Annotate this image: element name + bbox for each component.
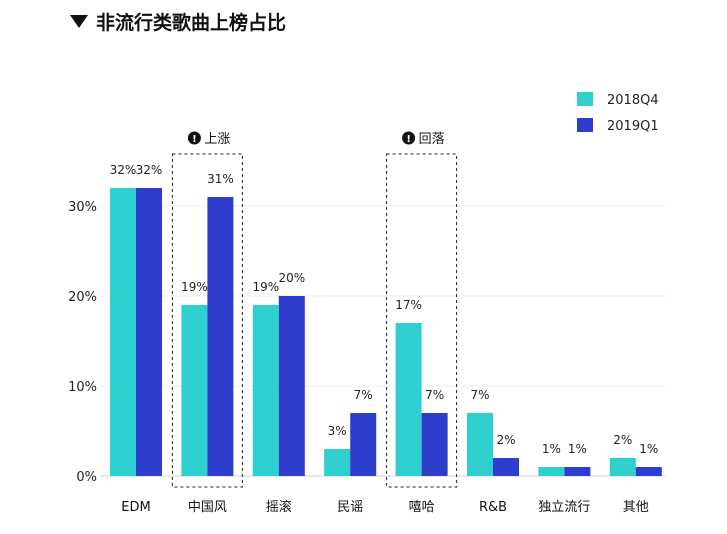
x-tick-label: 独立流行 xyxy=(538,500,590,515)
annotation-box xyxy=(171,153,243,488)
bar-2019Q1-EDM xyxy=(136,188,162,476)
legend-label: 2019Q1 xyxy=(607,119,659,134)
y-tick-label: 0% xyxy=(76,470,97,485)
data-label: 1% xyxy=(568,442,587,456)
data-label: 19% xyxy=(252,280,279,294)
data-label: 1% xyxy=(639,442,658,456)
x-tick-label: 嘻哈 xyxy=(409,500,435,515)
alert-icon xyxy=(402,131,416,145)
data-label: 2% xyxy=(613,433,632,447)
data-label: 3% xyxy=(328,424,347,438)
data-label: 7% xyxy=(425,388,444,402)
bar-2018Q4-民谣 xyxy=(324,449,351,476)
alert-icon-glyph: ! xyxy=(406,134,411,145)
chart-title: 非流行类歌曲上榜占比 xyxy=(96,12,287,34)
data-label: 20% xyxy=(278,271,305,285)
annotation-label: 上涨 xyxy=(204,132,230,147)
x-tick-label: 摇滚 xyxy=(266,499,292,515)
bar-2019Q1-摇滚 xyxy=(278,296,305,476)
data-label: 19% xyxy=(181,280,208,294)
data-label: 2% xyxy=(496,433,515,447)
bar-2019Q1-嘻哈 xyxy=(421,413,448,476)
data-label: 31% xyxy=(207,172,234,186)
bar-2018Q4-R&B xyxy=(467,413,493,476)
title-block: 非流行类歌曲上榜占比 xyxy=(70,8,286,35)
bar-2019Q1-民谣 xyxy=(350,413,377,476)
bar-2018Q4-中国风 xyxy=(181,305,208,476)
annotation-box xyxy=(386,153,458,488)
triangle-down-icon xyxy=(70,14,88,28)
alert-icon xyxy=(187,131,201,145)
data-label: 7% xyxy=(354,388,373,402)
x-tick-label: EDM xyxy=(121,500,150,515)
bar-2019Q1-中国风 xyxy=(207,197,234,476)
x-tick-label: R&B xyxy=(479,500,507,515)
data-label: 17% xyxy=(395,298,422,312)
bar-2019Q1-其他 xyxy=(635,467,662,476)
bar-2018Q4-其他 xyxy=(609,458,636,476)
bar-2018Q4-EDM xyxy=(110,188,136,476)
x-tick-label: 其他 xyxy=(623,500,649,515)
legend-label: 2018Q4 xyxy=(607,93,659,108)
y-tick-label: 30% xyxy=(68,200,97,215)
annotation-label: 回落 xyxy=(419,132,445,147)
y-tick-label: 10% xyxy=(68,380,97,395)
data-label: 32% xyxy=(110,163,137,177)
y-tick-label: 20% xyxy=(68,290,97,305)
data-label: 1% xyxy=(542,442,561,456)
bar-2018Q4-嘻哈 xyxy=(395,323,422,476)
bar-2018Q4-摇滚 xyxy=(252,305,279,476)
bar-2019Q1-独立流行 xyxy=(564,467,591,476)
x-tick-label: 中国风 xyxy=(188,500,227,515)
legend-swatch-2018Q4 xyxy=(577,92,593,106)
legend-swatch-2019Q1 xyxy=(577,118,593,132)
data-label: 32% xyxy=(136,163,163,177)
bar-2019Q1-R&B xyxy=(493,458,519,476)
x-tick-label: 民谣 xyxy=(337,500,363,515)
bar-2018Q4-独立流行 xyxy=(538,467,565,476)
data-label: 7% xyxy=(470,388,489,402)
alert-icon-glyph: ! xyxy=(192,134,197,145)
